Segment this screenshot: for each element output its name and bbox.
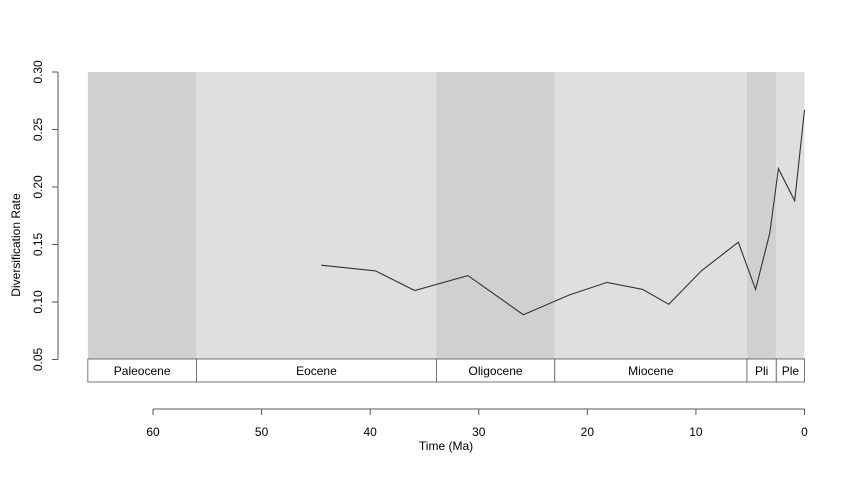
y-tick-label: 0.15 [31,232,45,256]
y-tick-label: 0.20 [31,175,45,199]
epoch-band-oligocene [436,72,555,359]
epoch-label-oligocene: Oligocene [469,364,523,378]
epoch-backgrounds [87,72,805,359]
epoch-label-miocene: Miocene [628,364,674,378]
x-axis-title: Time (Ma) [419,439,473,453]
y-tick-label: 0.30 [31,60,45,84]
y-axis-title: Diversification Rate [9,193,23,297]
x-tick-label: 40 [363,425,377,439]
epoch-box-ple [775,358,805,383]
x-tick-label: 20 [581,425,595,439]
y-tick-label: 0.05 [31,347,45,371]
series-line-0 [321,109,806,316]
epoch-label-paleocene: Paleocene [114,364,171,378]
x-tick-label: 30 [472,425,486,439]
epoch-band-pli [746,72,777,359]
y-tick-label: 0.25 [31,117,45,141]
y-axis: 0.05 0.10 0.15 0.20 0.25 0.30 [31,60,59,371]
series-group [321,109,806,316]
y-tick-label: 0.10 [31,290,45,314]
x-tick-label: 10 [689,425,703,439]
x-tick-label: 50 [255,425,269,439]
epoch-label-eocene: Eocene [296,364,337,378]
epoch-band-ple [776,72,805,359]
epoch-band-paleocene [87,72,197,359]
epoch-label-pli: Pli [755,364,768,378]
x-tick-label: 60 [146,425,160,439]
epoch-band-miocene [554,72,747,359]
epoch-boxes: Paleocene Eocene Oligocene Miocene Pli Ple [87,358,805,383]
epoch-band-eocene [196,72,437,359]
x-tick-label: 0 [801,425,808,439]
epoch-label-ple: Ple [782,364,800,378]
x-axis: 60 50 40 30 20 10 0 [146,408,808,439]
